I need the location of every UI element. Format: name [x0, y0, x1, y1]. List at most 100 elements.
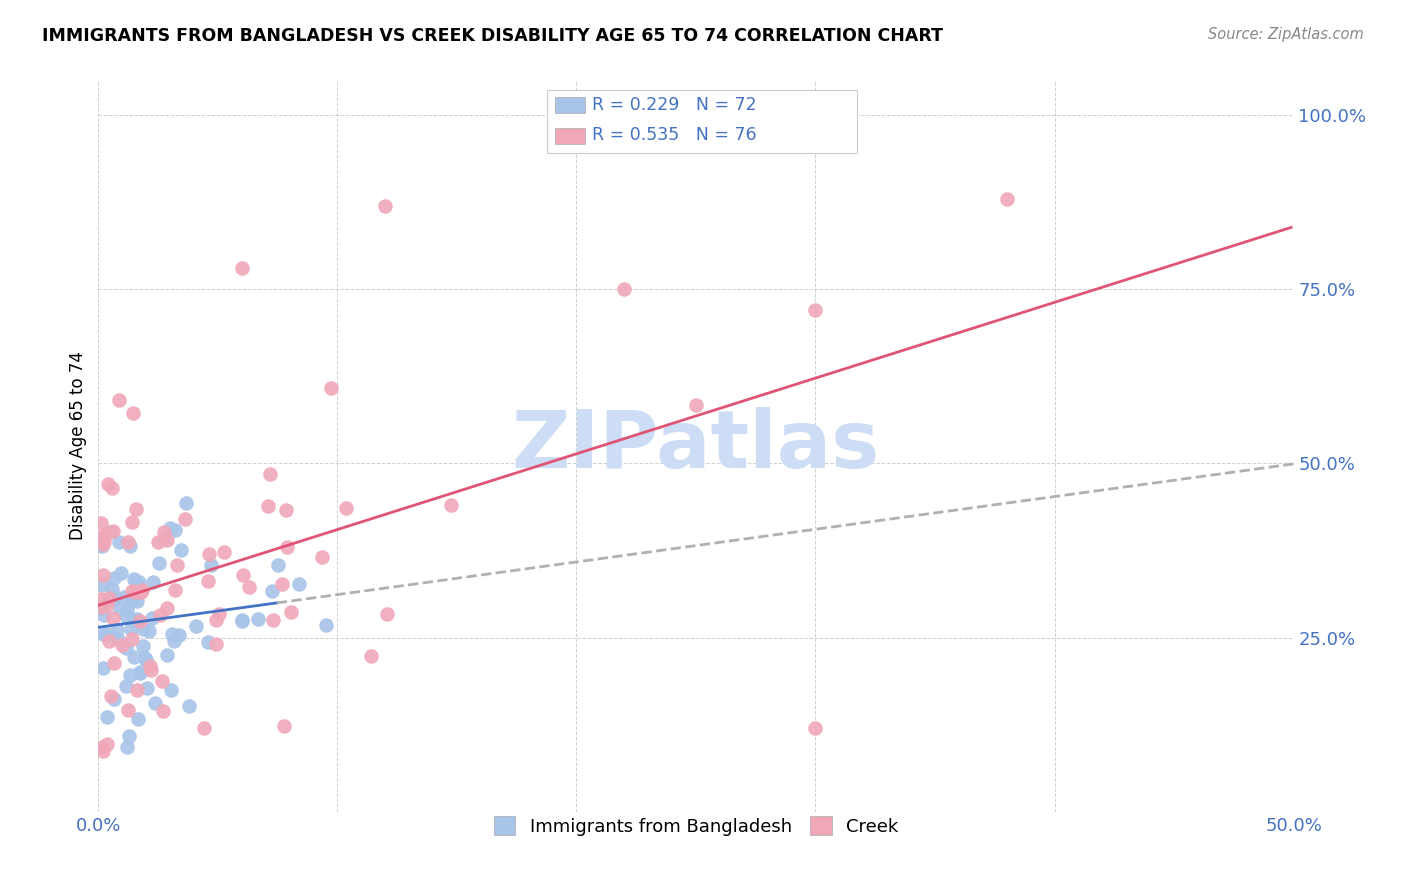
Point [124, 584, 146, 599]
Point [153, 532, 176, 546]
Point [177, 698, 200, 713]
Point [156, 533, 179, 547]
Text: R = 0.229   N = 72: R = 0.229 N = 72 [592, 96, 756, 114]
Point [128, 574, 150, 589]
Point [114, 591, 136, 605]
Point [93, 535, 115, 549]
Point [115, 740, 138, 755]
Point [257, 499, 280, 513]
Point [156, 648, 179, 662]
Point [271, 577, 294, 591]
Point [117, 702, 139, 716]
Point [122, 613, 145, 627]
Point [91, 568, 114, 582]
Point [98, 591, 121, 605]
Point [155, 600, 177, 615]
Point [91, 740, 114, 755]
Point [141, 663, 163, 677]
Point [90, 600, 112, 615]
Point [804, 721, 827, 735]
Point [214, 544, 236, 558]
Point [105, 624, 128, 638]
Point [107, 632, 129, 646]
Point [321, 382, 343, 396]
Point [125, 501, 148, 516]
Point [148, 556, 170, 570]
Point [238, 580, 260, 594]
Point [142, 575, 165, 590]
Point [127, 612, 149, 626]
Point [90, 578, 112, 592]
Point [377, 607, 399, 622]
Point [110, 566, 132, 581]
Point [97, 634, 120, 648]
Point [266, 558, 288, 573]
Point [166, 558, 188, 572]
Point [101, 582, 124, 597]
Point [163, 582, 186, 597]
Point [127, 712, 149, 726]
Point [117, 535, 139, 549]
Point [115, 603, 138, 617]
Point [273, 719, 295, 733]
Point [204, 613, 226, 627]
Point [121, 406, 143, 420]
Point [131, 623, 153, 637]
Point [90, 592, 112, 607]
Point [93, 608, 115, 623]
Text: ZIPatlas: ZIPatlas [512, 407, 880, 485]
Point [262, 613, 284, 627]
Point [197, 547, 219, 561]
Point [103, 691, 125, 706]
Point [440, 499, 463, 513]
Point [91, 744, 114, 758]
Point [120, 539, 142, 553]
Point [131, 582, 153, 597]
Point [232, 568, 254, 582]
Point [101, 481, 124, 495]
Point [145, 697, 167, 711]
Point [124, 650, 146, 665]
Y-axis label: Disability Age 65 to 74: Disability Age 65 to 74 [69, 351, 87, 541]
Point [96, 526, 118, 541]
Point [260, 584, 283, 599]
Point [149, 608, 172, 623]
Point [96, 710, 118, 724]
Point [91, 627, 114, 641]
Point [97, 476, 120, 491]
Point [100, 689, 122, 703]
Point [995, 192, 1018, 206]
Point [120, 622, 142, 636]
Point [138, 624, 160, 639]
Point [125, 575, 148, 590]
Point [120, 668, 142, 682]
Point [184, 619, 207, 633]
Point [107, 392, 129, 407]
Point [134, 651, 156, 665]
Point [208, 607, 231, 621]
Point [90, 516, 112, 530]
Point [276, 503, 298, 517]
Point [141, 611, 163, 625]
Point [150, 673, 173, 688]
Point [103, 571, 125, 585]
Point [110, 602, 132, 616]
Point [96, 737, 118, 751]
Point [335, 500, 357, 515]
Point [115, 679, 138, 693]
Text: Source: ZipAtlas.com: Source: ZipAtlas.com [1208, 27, 1364, 42]
Point [136, 681, 159, 695]
Point [374, 199, 396, 213]
Point [96, 598, 118, 612]
Point [129, 666, 152, 681]
Point [231, 261, 253, 276]
Point [174, 496, 197, 510]
Point [124, 572, 146, 586]
Point [101, 611, 124, 625]
Point [162, 627, 184, 641]
Point [132, 640, 155, 654]
Point [159, 521, 181, 535]
Point [103, 656, 125, 670]
Point [231, 614, 253, 628]
Text: IMMIGRANTS FROM BANGLADESH VS CREEK DISABILITY AGE 65 TO 74 CORRELATION CHART: IMMIGRANTS FROM BANGLADESH VS CREEK DISA… [42, 27, 943, 45]
